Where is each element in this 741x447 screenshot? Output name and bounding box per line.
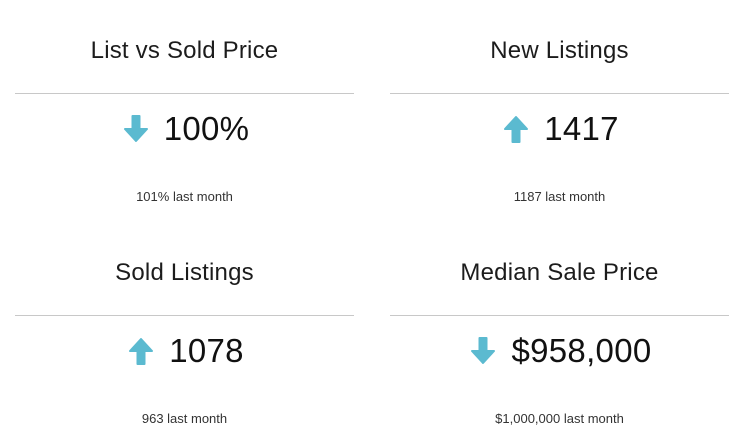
comparison-text: 101% last month [136,189,233,204]
arrow-up-icon [125,335,157,367]
value-row: 1078 [15,330,354,372]
arrow-up-icon [500,113,532,145]
value-row: $958,000 [390,330,729,372]
divider [15,93,354,94]
comparison-text: $1,000,000 last month [495,411,624,426]
value-row: 1417 [390,108,729,150]
stat-value: 1417 [544,110,619,147]
stat-value: $958,000 [511,332,652,369]
stat-value: 1078 [169,332,244,369]
comparison-text: 963 last month [141,411,228,426]
divider [390,315,729,316]
arrow-down-icon [120,113,152,145]
card-title: List vs Sold Price [90,37,279,64]
card-title: Sold Listings [115,259,254,286]
card-title: Median Sale Price [460,259,659,286]
stat-value: 100% [163,110,250,147]
divider [15,315,354,316]
divider [390,93,729,94]
arrow-down-icon [467,335,499,367]
card-title: New Listings [490,37,629,64]
value-row: 100% [15,108,354,150]
comparison-text: 1187 last month [513,189,606,204]
